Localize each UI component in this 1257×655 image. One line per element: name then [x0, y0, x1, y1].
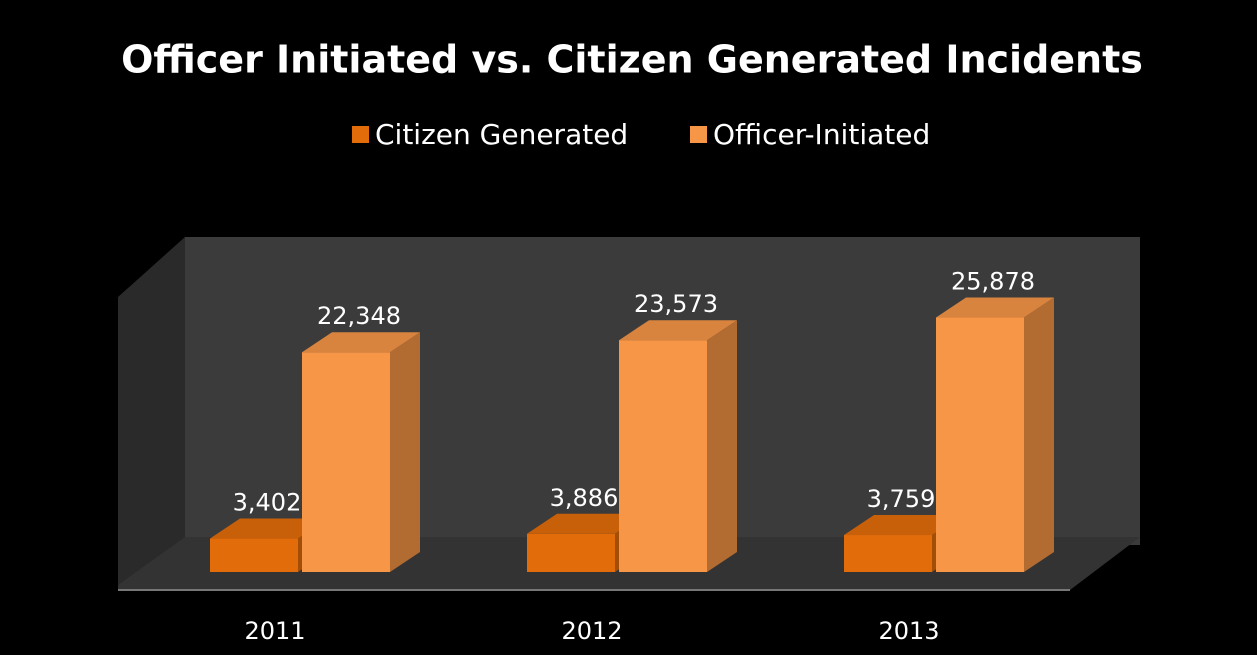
legend-label: Officer-Initiated	[713, 118, 930, 151]
side-wall	[118, 237, 185, 585]
bar-front	[527, 533, 615, 572]
x-tick-label: 2012	[561, 617, 622, 645]
bar-top	[844, 515, 962, 536]
bar-front	[619, 340, 707, 572]
bar-front	[844, 535, 932, 572]
bar-side	[1024, 297, 1054, 572]
bar-front	[210, 538, 298, 572]
bar	[936, 297, 1054, 572]
plot: Citizen Generated Officer-Initiated 2011 20…	[210, 118, 1054, 645]
legend-marker	[352, 126, 369, 143]
data-label: 25,878	[951, 268, 1035, 296]
legend-label: Citizen Generated	[375, 118, 628, 151]
bar-top	[619, 320, 737, 341]
data-label: 23,573	[634, 290, 718, 318]
legend-marker	[690, 126, 707, 143]
bar-top	[936, 297, 1054, 318]
bar-side	[390, 332, 420, 572]
x-tick-label: 2011	[244, 617, 305, 645]
bar-side	[707, 320, 737, 572]
data-label: 3,886	[550, 484, 619, 512]
bar-top	[210, 518, 328, 539]
x-tick-label: 2013	[878, 617, 939, 645]
bar-front	[302, 352, 390, 572]
bar-front	[936, 317, 1024, 572]
chart-title: Officer Initiated vs. Citizen Generated …	[121, 38, 1143, 82]
bar	[619, 320, 737, 572]
data-label: 22,348	[317, 302, 401, 330]
data-label: 3,759	[867, 485, 936, 513]
bar-top	[302, 332, 420, 353]
data-label: 3,402	[233, 489, 302, 517]
bar-top	[527, 513, 645, 534]
bar	[302, 332, 420, 572]
